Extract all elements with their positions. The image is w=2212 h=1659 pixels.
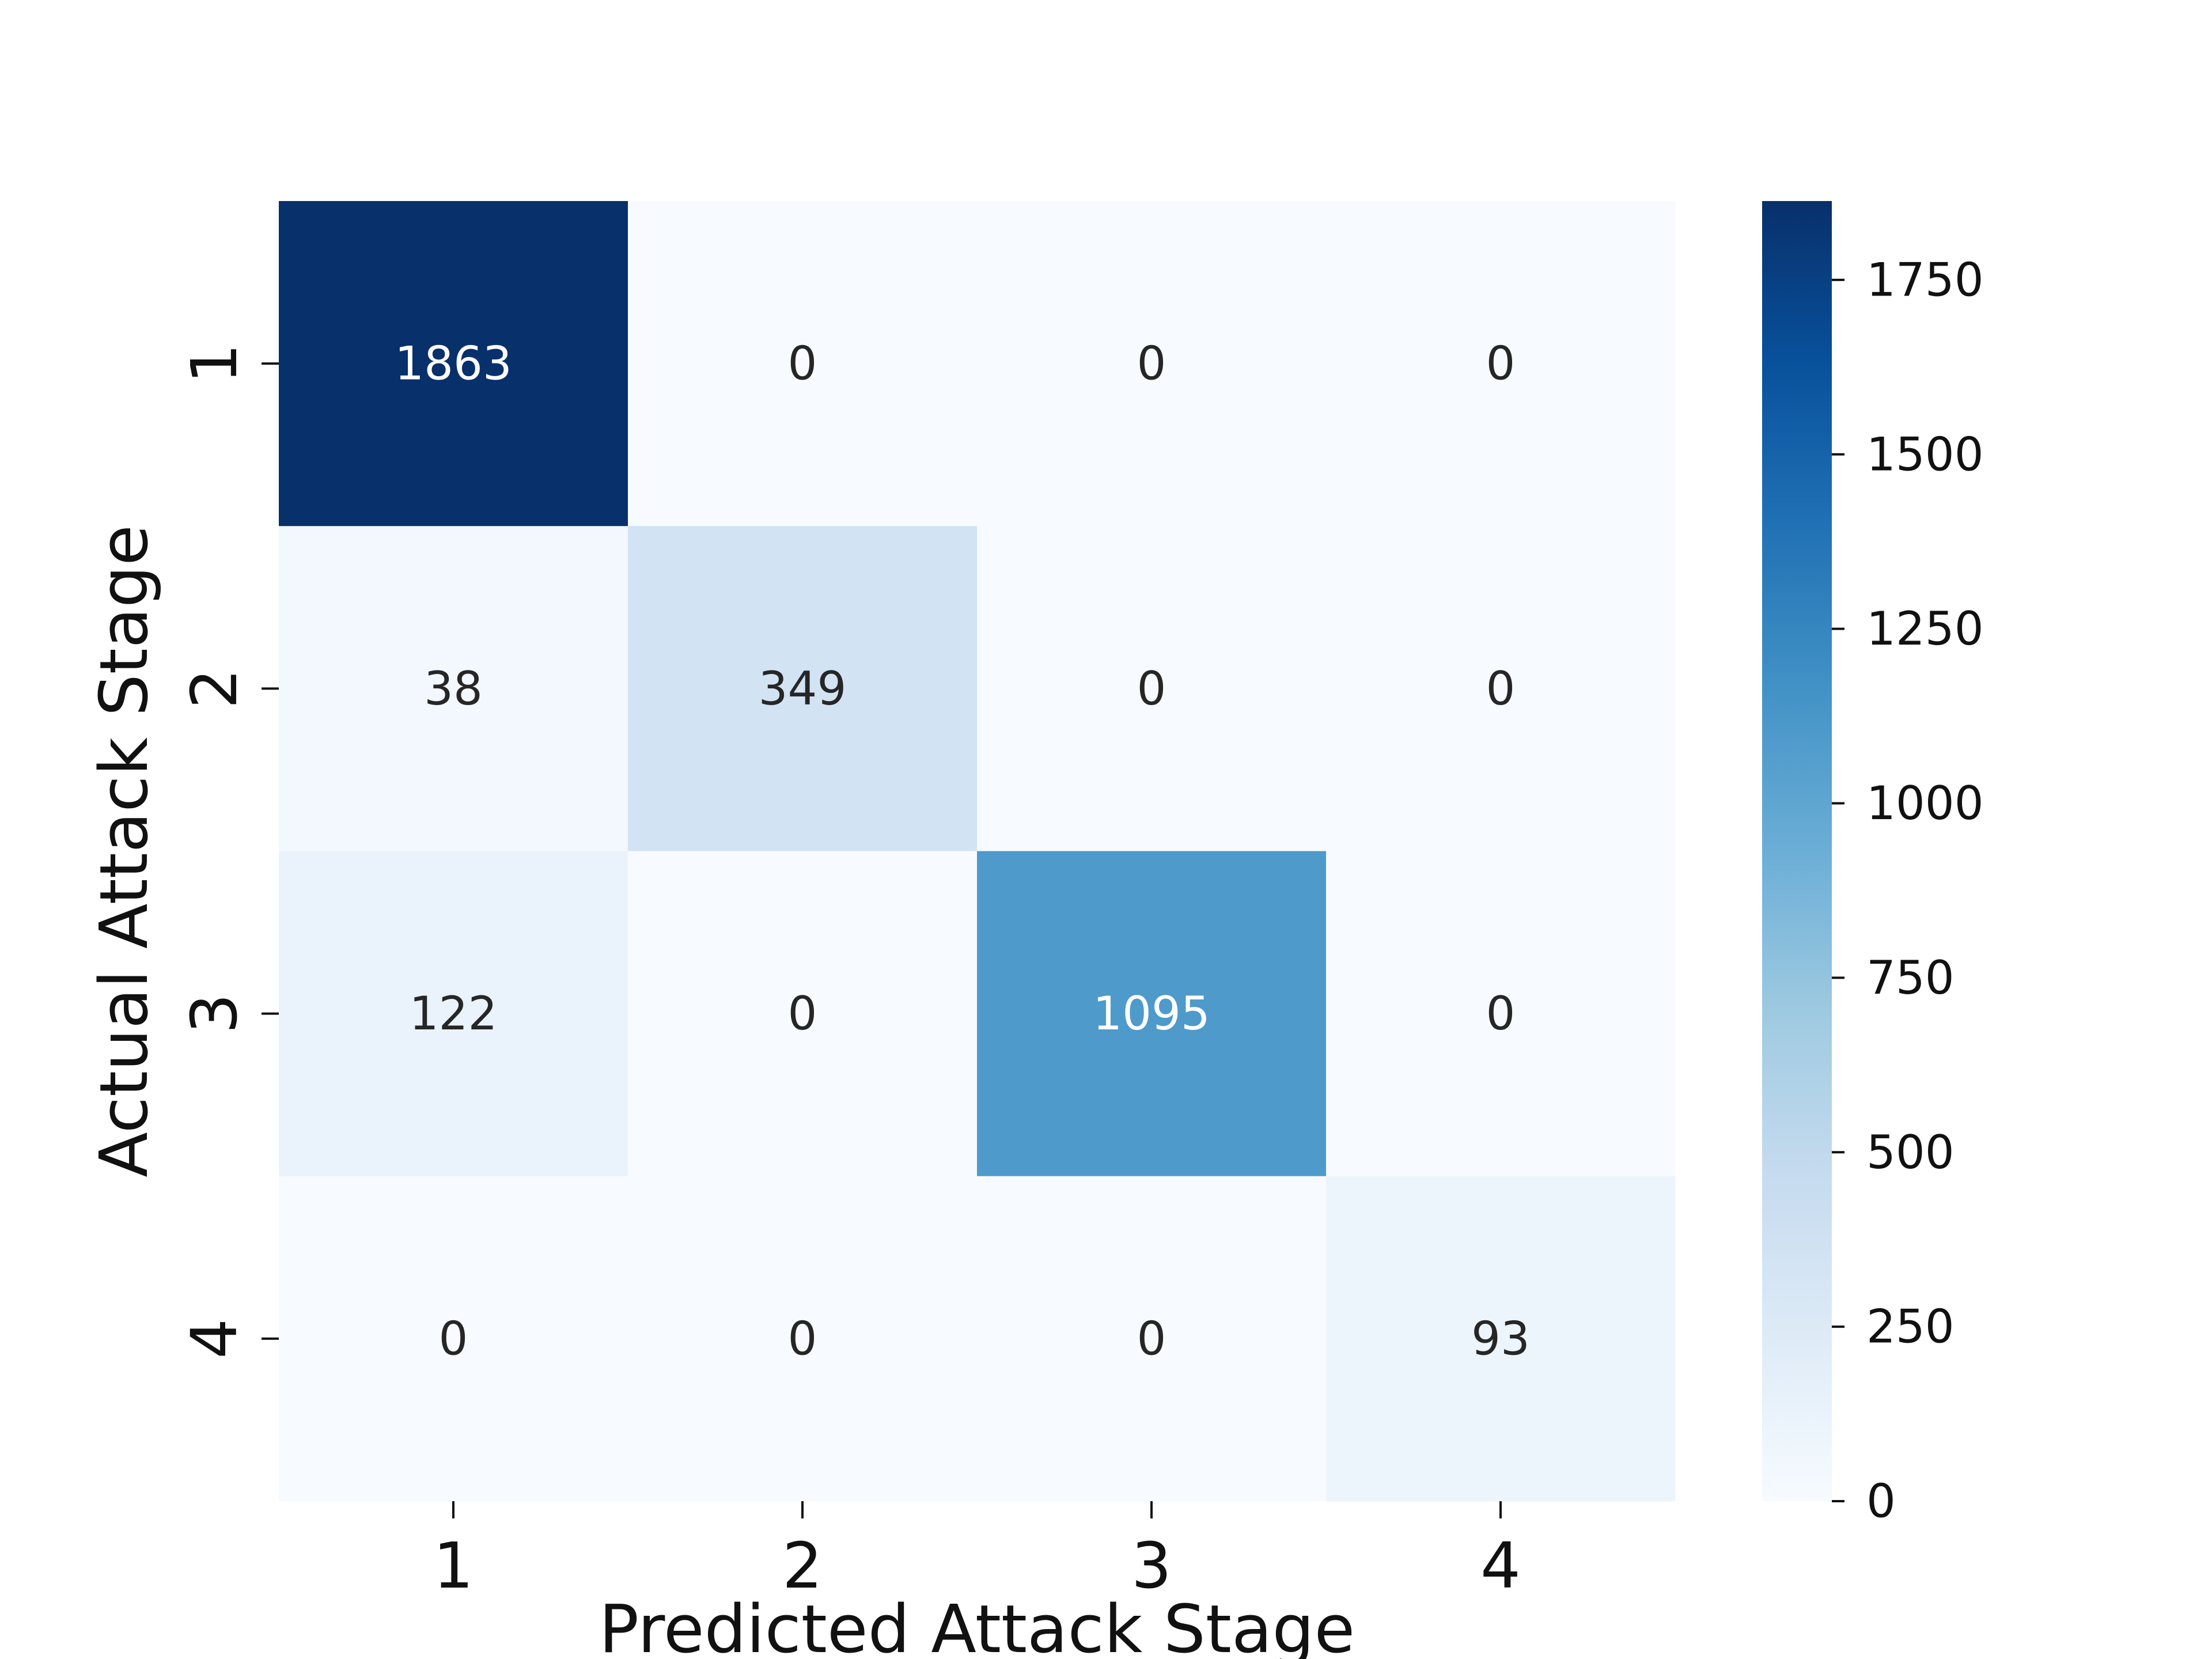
cell-value-label: 1863 — [395, 337, 512, 391]
colorbar-ticks: 0 250 500 750 1000 1250 1500 1750 — [1832, 253, 1984, 1528]
colorbar-tick-label: 1000 — [1866, 777, 1984, 830]
cell-value-label: 0 — [788, 987, 817, 1040]
cell-value-label: 0 — [1486, 987, 1516, 1040]
heatmap-cell — [977, 526, 1327, 851]
heatmap-cell — [279, 201, 628, 527]
colorbar-tick-label: 750 — [1866, 951, 1955, 1005]
x-tick-label: 1 — [433, 1529, 474, 1603]
cell-value-label: 0 — [1486, 662, 1516, 715]
heatmap-cell — [977, 851, 1327, 1177]
heatmap-cell — [628, 851, 978, 1177]
heatmap-cell — [1326, 851, 1676, 1177]
heatmap-cell — [1326, 526, 1676, 851]
cell-value-label: 93 — [1471, 1312, 1530, 1365]
y-axis: 1 2 3 4 — [177, 343, 279, 1359]
cell-value-label: 0 — [788, 1312, 817, 1365]
colorbar-tick-label: 1250 — [1866, 602, 1984, 656]
x-tick-label: 3 — [1131, 1529, 1172, 1603]
heatmap-cell — [628, 526, 978, 851]
y-tick-label: 1 — [177, 343, 251, 384]
heatmap-cell — [977, 201, 1327, 527]
cell-value-label: 0 — [439, 1312, 468, 1365]
heatmap-cell — [1326, 1176, 1676, 1502]
cell-value-label: 0 — [1486, 337, 1516, 391]
cell-value-label: 122 — [410, 987, 498, 1040]
heatmap-cell — [279, 1176, 628, 1502]
cell-value-label: 1095 — [1093, 987, 1210, 1040]
cell-value-label: 38 — [424, 662, 483, 715]
cell-value-label: 0 — [788, 337, 817, 391]
colorbar-tick-label: 250 — [1866, 1300, 1955, 1354]
colorbar: 0 250 500 750 1000 1250 1500 1750 — [1762, 201, 1984, 1528]
heatmap-cell — [628, 1176, 978, 1502]
colorbar-tick-label: 500 — [1866, 1126, 1955, 1179]
y-axis-title: Actual Attack Stage — [86, 525, 163, 1177]
x-tick-label: 2 — [782, 1529, 823, 1603]
x-tick-label: 4 — [1480, 1529, 1521, 1603]
x-axis-title: Predicted Attack Stage — [599, 1591, 1355, 1659]
x-axis: 1 2 3 4 — [433, 1501, 1521, 1603]
heatmap-cell-labels: 1863 0 0 0 38 349 0 0 122 0 1095 0 0 0 0 93 — [395, 337, 1530, 1366]
colorbar-gradient — [1762, 201, 1832, 1501]
colorbar-tick-label: 1500 — [1866, 427, 1984, 481]
heatmap-cell — [279, 851, 628, 1177]
colorbar-tick-label: 0 — [1866, 1475, 1896, 1528]
y-tick-label: 2 — [177, 668, 251, 709]
cell-value-label: 0 — [1137, 1312, 1166, 1365]
heatmap-cell — [1326, 201, 1676, 527]
y-tick-label: 3 — [177, 994, 251, 1034]
cell-value-label: 0 — [1137, 662, 1166, 715]
heatmap-cell — [628, 201, 978, 527]
colorbar-tick-label: 1750 — [1866, 253, 1984, 306]
y-tick-label: 4 — [177, 1319, 251, 1359]
cell-value-label: 349 — [759, 662, 847, 715]
cell-value-label: 0 — [1137, 337, 1166, 391]
heatmap-cells — [279, 201, 1676, 1502]
heatmap-cell — [977, 1176, 1327, 1502]
heatmap-cell — [279, 526, 628, 851]
